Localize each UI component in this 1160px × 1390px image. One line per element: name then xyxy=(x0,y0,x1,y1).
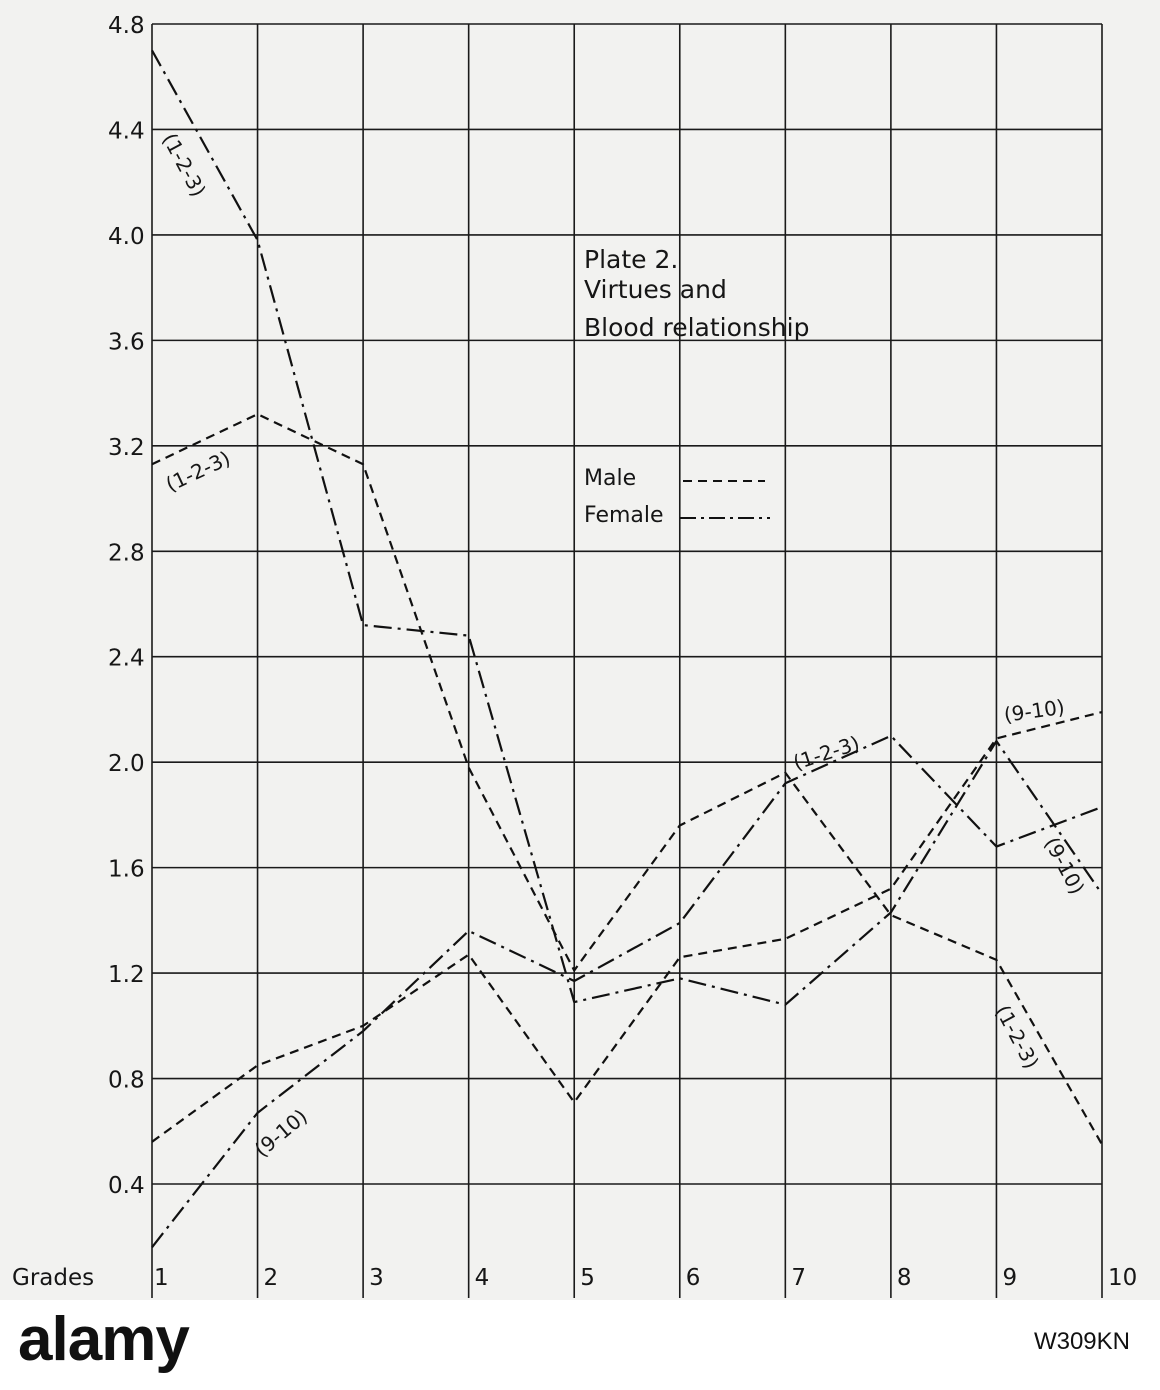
chart-subtitle-line-1: Virtues and xyxy=(584,275,727,304)
chart-subtitle-line-2: Blood relationship xyxy=(584,313,809,342)
series-line-female-group-1-2-3 xyxy=(151,49,1103,1006)
y-tick-label: 1.2 xyxy=(108,962,145,988)
x-tick-label: 9 xyxy=(1002,1265,1017,1291)
annotation-female-910-end: (9-10) xyxy=(1040,833,1090,898)
line-chart: 0.4 0.8 1.2 1.6 2.0 2.4 2.8 3.2 3.6 4.0 4.4 4.8 1 2 3 4… xyxy=(12,13,1137,1298)
legend-label-female: Female xyxy=(584,503,664,528)
y-tick-label: 2.4 xyxy=(108,646,145,672)
watermark-band xyxy=(0,1300,1160,1390)
watermark-logo: alamy xyxy=(18,1305,190,1374)
y-tick-label: 1.6 xyxy=(108,857,145,883)
y-tick-label: 4.4 xyxy=(108,118,145,144)
chart-title: Plate 2. xyxy=(584,245,678,274)
series-line-female-group-9-10 xyxy=(151,734,1103,1248)
x-tick-label: 2 xyxy=(264,1265,279,1291)
annotation-male-910-end: (9-10) xyxy=(1002,695,1066,727)
x-tick-label: 10 xyxy=(1108,1265,1137,1291)
y-tick-label: 0.8 xyxy=(108,1068,145,1094)
series-line-male-group-1-2-3 xyxy=(151,413,1103,1146)
legend-label-male: Male xyxy=(584,466,636,491)
axis-labels: 0.4 0.8 1.2 1.6 2.0 2.4 2.8 3.2 3.6 4.0 4.4 4.8 1 2 3 4… xyxy=(108,13,1137,1291)
y-tick-label: 2.0 xyxy=(108,751,145,777)
watermark-code: W309KN xyxy=(1033,1328,1130,1355)
grid xyxy=(151,23,1103,1298)
x-tick-label: 8 xyxy=(897,1265,912,1291)
series-line-male-group-9-10 xyxy=(151,711,1103,1143)
y-tick-label: 0.4 xyxy=(108,1173,145,1199)
x-tick-label: 4 xyxy=(475,1265,490,1291)
y-tick-label: 3.2 xyxy=(108,435,145,461)
x-tick-label: 6 xyxy=(686,1265,701,1291)
x-tick-label: 5 xyxy=(580,1265,595,1291)
y-tick-label: 3.6 xyxy=(108,329,145,355)
annotation-male-123-mid: (1-2-3) xyxy=(790,731,862,775)
y-tick-label: 4.0 xyxy=(108,224,145,250)
annotation-male-123-end: (1-2-3) xyxy=(991,1001,1044,1073)
x-tick-label: 1 xyxy=(154,1265,169,1291)
x-tick-label: 7 xyxy=(791,1265,806,1291)
legend: Male Female xyxy=(584,466,770,528)
x-tick-label: 3 xyxy=(369,1265,384,1291)
series-lines xyxy=(151,49,1103,1248)
y-tick-label: 4.8 xyxy=(108,13,145,39)
y-tick-label: 2.8 xyxy=(108,540,145,566)
x-axis-title: Grades xyxy=(12,1265,94,1291)
